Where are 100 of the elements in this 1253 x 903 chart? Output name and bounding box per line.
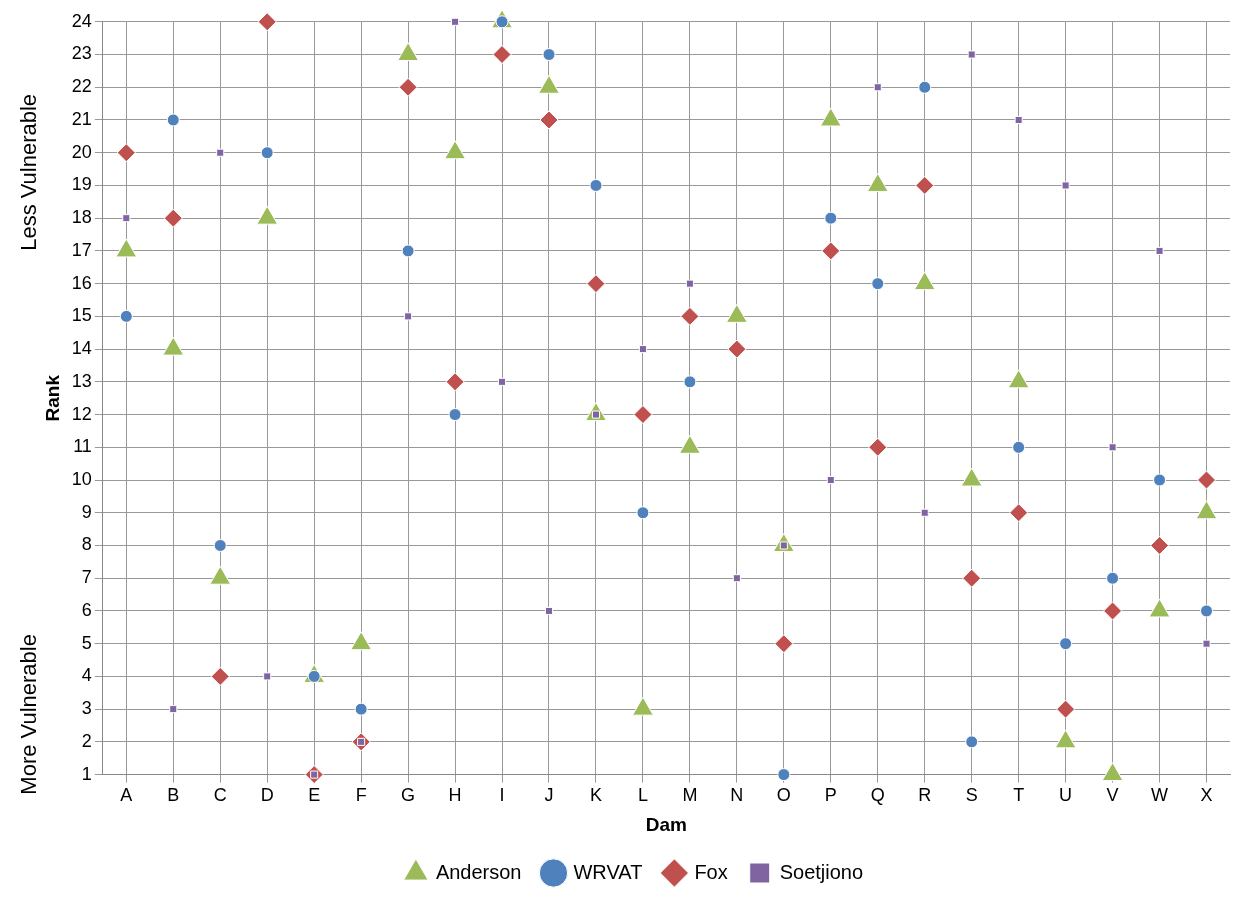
point — [1108, 443, 1117, 452]
y-tick-label: 12 — [71, 403, 92, 424]
point — [915, 175, 935, 195]
point — [683, 375, 697, 389]
point — [918, 80, 932, 94]
x-tick-label: E — [308, 785, 321, 806]
point — [685, 279, 694, 288]
x-tick-label: K — [589, 785, 602, 806]
y-tick-label: 1 — [81, 763, 92, 784]
y-tick-label: 21 — [71, 108, 92, 129]
point — [451, 17, 460, 26]
point — [1009, 503, 1029, 523]
y-tick-label: 18 — [71, 207, 92, 228]
point — [1056, 699, 1076, 719]
point — [213, 538, 227, 552]
point — [636, 506, 650, 520]
point — [122, 214, 131, 223]
x-tick-label: G — [401, 785, 416, 806]
point — [1202, 639, 1211, 648]
point — [824, 211, 838, 225]
y-tick-label: 4 — [81, 665, 92, 686]
point — [260, 146, 274, 160]
point — [119, 309, 133, 323]
point — [826, 475, 835, 485]
point — [216, 148, 225, 157]
y-tick-label: 10 — [71, 468, 92, 489]
x-tick-label: S — [965, 785, 978, 806]
x-tick-label: U — [1059, 785, 1073, 806]
point — [404, 312, 413, 321]
point — [727, 339, 747, 359]
point — [1153, 473, 1167, 487]
legend-label: Fox — [694, 860, 728, 883]
x-tick-label: B — [167, 785, 180, 806]
legend-label: WRVAT — [573, 860, 643, 883]
point — [398, 77, 418, 97]
point — [169, 705, 178, 714]
x-tick-label: I — [499, 785, 505, 806]
point — [1155, 246, 1164, 255]
y-tick-label: 20 — [71, 141, 92, 162]
x-tick-label: T — [1013, 785, 1025, 806]
y-tick-label: 16 — [71, 272, 92, 293]
y-tick-label: 8 — [81, 534, 92, 555]
y-tick-label: 5 — [81, 632, 92, 653]
x-axis-title: Dam — [645, 813, 687, 835]
point — [544, 606, 554, 615]
x-tick-label: L — [637, 785, 648, 806]
x-tick-label: J — [544, 785, 554, 806]
y-tick-label: 13 — [71, 370, 92, 391]
x-tick-label: N — [730, 785, 744, 806]
y-axis-title: Rank — [41, 374, 63, 422]
x-tick-label: R — [918, 785, 932, 806]
x-tick-label: C — [213, 785, 227, 806]
point — [680, 306, 700, 326]
point — [586, 274, 606, 294]
point — [965, 735, 979, 749]
point — [873, 83, 882, 92]
point — [1200, 604, 1214, 618]
point — [257, 12, 277, 32]
y-tick-label: 24 — [71, 10, 92, 31]
x-tick-label: P — [824, 785, 837, 806]
point — [498, 377, 507, 386]
legend-label: Anderson — [435, 860, 522, 883]
point — [263, 672, 272, 681]
x-tick-label: F — [355, 785, 367, 806]
point — [448, 408, 462, 422]
point — [1059, 637, 1073, 651]
text: More Vulnerable — [16, 634, 42, 795]
x-tick-label: D — [260, 785, 274, 806]
y-tick-label: 23 — [71, 43, 92, 64]
point — [967, 50, 976, 59]
legend-label: Soetjiono — [779, 860, 864, 883]
point — [354, 702, 368, 716]
x-tick-label: X — [1200, 785, 1213, 806]
x-tick-label: O — [776, 785, 791, 806]
point — [401, 244, 415, 258]
y-tick-label: 14 — [71, 338, 92, 359]
point — [542, 48, 556, 62]
y-tick-label: 9 — [81, 501, 92, 522]
point — [1061, 181, 1070, 190]
x-tick-label: A — [120, 785, 133, 806]
point — [116, 143, 136, 163]
point — [1103, 601, 1123, 621]
point — [445, 372, 465, 392]
point — [633, 405, 653, 425]
text: Less Vulnerable — [16, 93, 42, 251]
point — [962, 568, 982, 588]
point — [871, 277, 885, 291]
point — [1197, 470, 1217, 490]
y-tick-label: 6 — [81, 599, 92, 620]
point — [539, 110, 559, 130]
x-tick-label: V — [1106, 785, 1119, 806]
point — [589, 178, 603, 192]
point — [1012, 440, 1026, 454]
point — [1150, 535, 1170, 555]
point — [210, 666, 230, 686]
y-tick-label: 17 — [71, 239, 92, 260]
point — [492, 45, 512, 65]
point — [1106, 571, 1120, 585]
x-tick-label: W — [1151, 785, 1169, 806]
y-tick-label: 2 — [81, 730, 92, 751]
